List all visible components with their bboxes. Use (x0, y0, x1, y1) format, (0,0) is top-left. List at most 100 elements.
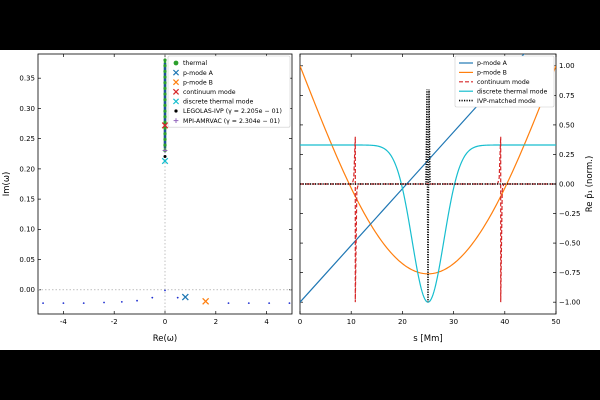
spectrum-y-tick-label: 0.35 (19, 75, 35, 83)
spectrum-legend-label: LEGOLAS-IVP (γ = 2.205e − 01) (183, 108, 282, 115)
p-mode-b-marker (202, 297, 210, 305)
spectrum-y-ticks: 0.00 0.05 0.10 0.15 0.20 0.25 0.30 0.35 (19, 75, 292, 294)
spectrum-legend-item: thermal (173, 60, 207, 67)
eigenfunction-x-ticks: 0 10 20 30 40 50 (298, 54, 561, 326)
spectrum-y-tick-label: 0.25 (19, 135, 35, 143)
thermal-point (163, 103, 167, 107)
eigenfunction-legend-item: continuum mode (459, 79, 530, 86)
eigenfunction-legend-item: IVP-matched mode (459, 98, 536, 105)
mpi-amrvac-marker (162, 148, 168, 153)
thermal-point (163, 109, 167, 113)
spectrum-legend-item: MPI-AMRVAC (γ = 2.304e − 01) (173, 118, 280, 125)
thermal-point (163, 115, 167, 119)
p-mode-b-line (300, 65, 556, 275)
eigenfunction-panel: −1.00 −0.75 −0.50 −0.25 0.00 0.25 0.50 0.75 1.00… (298, 53, 595, 344)
spectrum-point (247, 302, 250, 305)
spectrum-legend-label: p-mode B (183, 79, 213, 86)
spectrum-point (176, 296, 179, 299)
legend-marker (173, 118, 179, 123)
legend-marker (172, 79, 180, 86)
p-mode-a-marker (181, 293, 189, 301)
eigenfunction-y-tick-label: 1.00 (559, 62, 575, 70)
spectrum-y-tick-label: 0.30 (19, 105, 35, 113)
spectrum-legend-box (167, 55, 291, 128)
spectrum-y-axis-label: Im(ω) (2, 172, 12, 197)
eigenfunction-legend-item: p-mode B (459, 70, 507, 77)
spectrum-point (136, 299, 138, 302)
thermal-point (163, 86, 167, 90)
spectrum-panel: 0.00 0.05 0.10 0.15 0.20 0.25 0.30 0.35 -4 -2 0 2 4… (2, 53, 293, 344)
legolas-ivp-marker (163, 154, 167, 158)
spectrum-legend-label: p-mode A (183, 70, 214, 77)
eigenfunction-y-tick-label: −1.00 (559, 299, 580, 307)
thermal-point (163, 126, 167, 130)
eigenfunction-y-tick-label: 0.00 (559, 180, 575, 188)
eigenfunction-y-tick-label: 0.25 (559, 151, 575, 159)
eigenfunction-y-tick-label: 0.75 (559, 92, 575, 100)
thermal-point (163, 120, 167, 125)
spectrum-x-tick-label: 0 (163, 318, 167, 326)
spectrum-point (227, 302, 230, 305)
thermal-point (163, 64, 167, 68)
spectrum-legend-label: thermal (183, 60, 207, 67)
continuum-mode-marker (161, 122, 169, 129)
legend-marker (172, 69, 180, 76)
spectrum-point (288, 302, 291, 305)
thermal-point (163, 58, 167, 62)
spectrum-point (62, 302, 65, 305)
spectrum-legend-item: p-mode A (172, 69, 214, 77)
spectrum-legend: thermal p-mode A p-mode B continuum mode dis… (167, 55, 291, 128)
thermal-point (163, 137, 167, 142)
spectrum-legend-label: continuum mode (183, 89, 236, 96)
legend-marker (172, 98, 180, 105)
eigenfunction-x-tick-label: 40 (500, 318, 509, 326)
spectrum-marks (38, 54, 292, 314)
eigenfunction-legend-label: p-mode B (477, 70, 507, 77)
spectrum-legend-item: p-mode B (172, 79, 213, 86)
spectrum-y-tick-label: 0.00 (19, 286, 35, 294)
eigenfunction-y-tick-label: 0.50 (559, 121, 575, 129)
spectrum-legend-item: LEGOLAS-IVP (γ = 2.205e − 01) (174, 108, 282, 115)
spectrum-point (42, 302, 44, 305)
spectrum-y-tick-label: 0.15 (19, 196, 35, 204)
thermal-continuum (163, 58, 167, 153)
spectrum-legend-label: discrete thermal mode (183, 99, 254, 106)
spectrum-point (120, 301, 123, 303)
eigenfunction-x-tick-label: 50 (552, 318, 561, 326)
eigenfunction-legend-label: p-mode A (477, 60, 508, 67)
spectrum-x-tick-label: 2 (214, 318, 218, 326)
thermal-point (163, 81, 167, 85)
eigenfunction-legend: p-mode A p-mode B continuum mode discrete t… (454, 55, 555, 108)
thermal-point (163, 132, 167, 136)
eigenfunction-legend-label: continuum mode (477, 79, 530, 86)
eigenfunction-lines (300, 54, 556, 303)
eigenfunction-x-tick-label: 20 (398, 318, 407, 326)
spectrum-x-tick-label: 4 (264, 318, 269, 326)
spectrum-point (268, 302, 271, 305)
eigenfunction-y-tick-label: −0.75 (559, 269, 580, 277)
eigenfunction-x-axis-label: s [Mm] (413, 334, 442, 344)
spectrum-legend-label: MPI-AMRVAC (γ = 2.304e − 01) (183, 118, 280, 125)
thermal-point (163, 75, 167, 79)
legend-marker (173, 60, 179, 66)
discrete-thermal-mode-marker (161, 157, 169, 165)
spectrum-legend-item: discrete thermal mode (172, 98, 254, 106)
spectrum-point (103, 301, 105, 304)
spectrum-y-tick-label: 0.10 (19, 226, 35, 234)
spectrum-legend-item: continuum mode (172, 88, 236, 96)
spectrum-x-axis-label: Re(ω) (153, 334, 178, 344)
eigenfunction-legend-label: IVP-matched mode (477, 98, 536, 105)
spectrum-x-tick-label: -4 (60, 318, 68, 326)
legend-marker (172, 88, 180, 95)
thermal-point (163, 143, 167, 147)
figure-svg: 0.00 0.05 0.10 0.15 0.20 0.25 0.30 0.35 -4 -2 0 2 4… (2, 53, 595, 344)
eigenfunction-legend-item: p-mode A (459, 60, 508, 67)
spectrum-point (82, 302, 85, 305)
eigenfunction-x-tick-label: 0 (298, 318, 302, 326)
spectrum-y-tick-label: 0.05 (19, 256, 35, 264)
spectrum-point (164, 289, 166, 292)
eigenfunction-y-tick-label: −0.50 (559, 239, 580, 247)
spectrum-y-tick-label: 0.20 (19, 165, 35, 173)
eigenfunction-y-tick-label: −0.25 (559, 210, 580, 218)
thermal-point (163, 92, 167, 96)
